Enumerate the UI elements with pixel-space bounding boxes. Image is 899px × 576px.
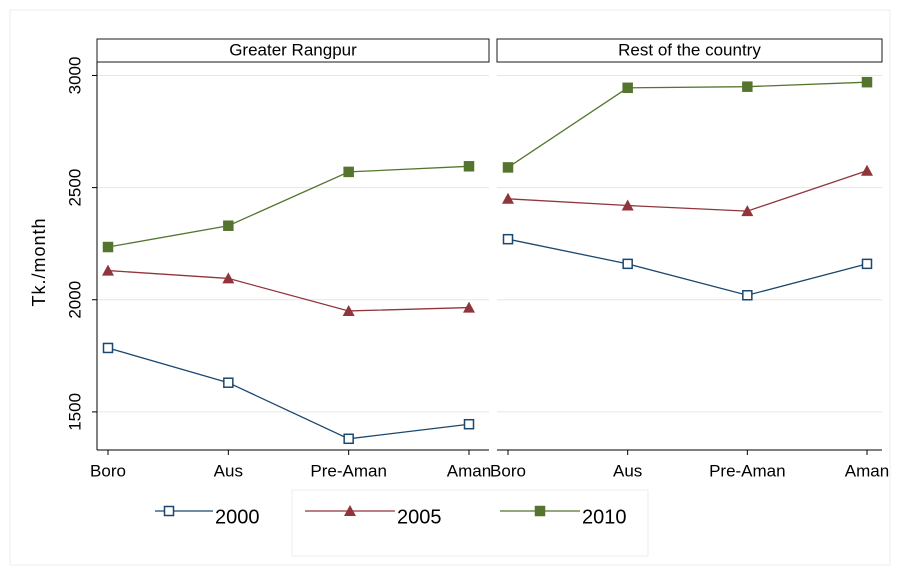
data-point — [102, 342, 114, 354]
data-point — [741, 205, 754, 217]
series-line — [107, 347, 470, 440]
data-point — [102, 241, 114, 253]
legend-label: 2005 — [397, 506, 442, 528]
data-point — [742, 289, 753, 301]
legend-label: 2010 — [582, 506, 627, 528]
panel-header — [496, 38, 883, 63]
panel-header — [96, 38, 490, 63]
data-point — [622, 82, 633, 94]
data-point — [342, 304, 355, 316]
data-point — [742, 81, 753, 92]
chart-background — [9, 9, 891, 566]
x-tick-label: Aman — [845, 461, 889, 480]
data-point — [502, 192, 514, 204]
x-tick-label: Aman — [447, 461, 491, 480]
data-point — [102, 264, 114, 276]
data-point — [502, 233, 514, 245]
series-line — [107, 165, 470, 248]
panel-title: Rest of the country — [618, 40, 761, 59]
data-point — [463, 161, 475, 172]
data-point — [343, 433, 354, 445]
x-tick-label: Boro — [90, 461, 126, 480]
x-tick-label: Pre-Aman — [310, 461, 387, 480]
y-tick-label: 2000 — [65, 281, 84, 319]
legend-label: 2000 — [215, 506, 260, 528]
data-point — [223, 220, 234, 231]
series-line — [507, 81, 868, 168]
y-tick-label: 1500 — [65, 393, 84, 431]
data-point — [463, 418, 475, 430]
data-point — [222, 272, 235, 284]
x-tick-label: Pre-Aman — [709, 461, 786, 480]
panel-title: Greater Rangpur — [229, 40, 357, 59]
legend-box — [291, 489, 649, 557]
legend-marker — [163, 505, 175, 517]
data-point — [861, 258, 873, 270]
series-line — [507, 238, 868, 296]
legend-marker — [344, 505, 356, 516]
y-tick-label: 2500 — [65, 169, 84, 207]
y-tick-label: 3000 — [65, 57, 84, 95]
data-point — [621, 199, 634, 211]
data-point — [861, 164, 873, 176]
series-line — [107, 269, 470, 312]
data-point — [861, 76, 873, 88]
legend-marker — [534, 505, 546, 517]
data-point — [463, 301, 475, 313]
series-line — [507, 170, 868, 212]
y-axis-title: Tk./month — [29, 217, 49, 306]
x-tick-label: Aus — [613, 461, 642, 480]
data-point — [622, 258, 633, 270]
data-point — [502, 162, 514, 173]
x-tick-label: Aus — [214, 461, 243, 480]
data-point — [343, 166, 354, 178]
data-point — [223, 377, 234, 388]
x-tick-label: Boro — [490, 461, 526, 480]
